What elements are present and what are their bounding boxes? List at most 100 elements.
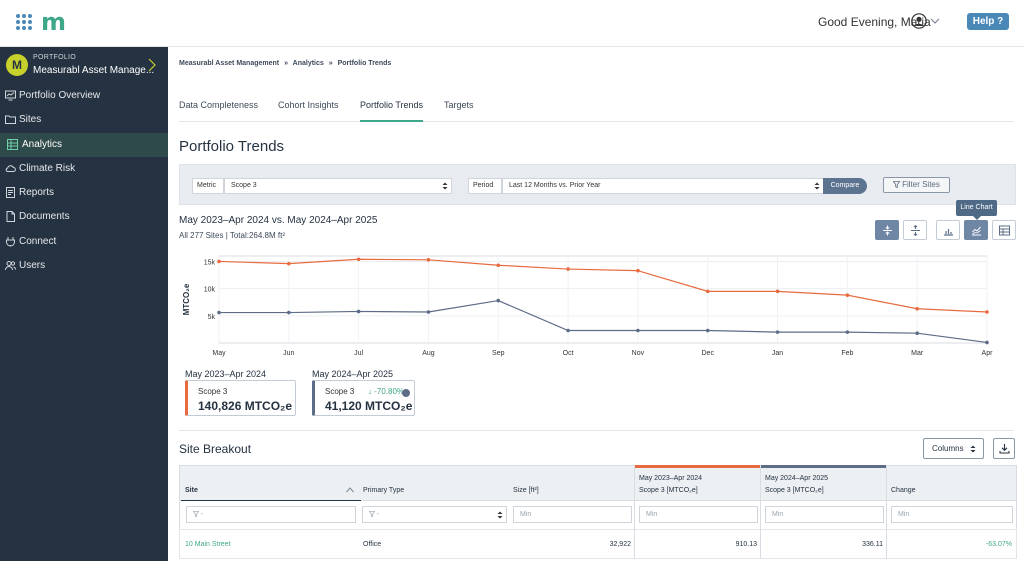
tab-cohort-insights[interactable]: Cohort Insights <box>278 100 339 110</box>
comparison-title: May 2023–Apr 2024 vs. May 2024–Apr 2025 <box>179 215 378 226</box>
columns-button[interactable]: Columns <box>923 438 984 459</box>
series-point-1 <box>915 331 919 336</box>
tab-data-completeness[interactable]: Data Completeness <box>179 100 259 110</box>
chevron-right-icon[interactable] <box>147 58 157 72</box>
expand-rows-button[interactable] <box>875 220 899 240</box>
sidebar-item-portfolio-overview[interactable]: Portfolio Overview <box>0 84 168 108</box>
document-icon <box>6 211 15 222</box>
series-point-1 <box>356 309 361 314</box>
columns-label: Columns <box>932 444 964 453</box>
sidebar-item-documents[interactable]: Documents <box>0 205 168 229</box>
column-header-site[interactable]: Site <box>185 487 198 494</box>
series-line-0 <box>218 258 988 313</box>
page-title: Portfolio Trends <box>179 138 285 155</box>
current-min-input[interactable]: Min <box>765 506 884 523</box>
series-point-0 <box>915 306 919 311</box>
legend-current-metric: Scope 3 <box>325 387 355 396</box>
sidebar-item-analytics[interactable]: Analytics <box>0 133 168 157</box>
series-point-0 <box>356 257 361 262</box>
legend-prior-period-card[interactable]: Scope 3 140,826 MTCO₂e <box>185 380 296 416</box>
portfolio-kicker: PORTFOLIO <box>33 54 77 61</box>
series-line-1 <box>219 299 988 344</box>
size-min-input[interactable]: Min <box>513 506 632 523</box>
series-point-0 <box>217 259 221 264</box>
portfolio-trends-line-chart: 5k 10k 15k May Jun Jul Aug Sep Oct Nov Dec Jan Feb Ma… <box>182 255 993 357</box>
sidebar: M PORTFOLIO Measurabl Asset Manage... Po… <box>0 47 168 561</box>
sidebar-item-label: Sites <box>19 114 42 125</box>
filter-icon <box>192 511 200 518</box>
series-point-0 <box>287 261 291 266</box>
column-header-primary-type[interactable]: Primary Type <box>363 487 405 494</box>
column-header-change[interactable]: Change <box>891 487 916 494</box>
breadcrumb-link-analytics[interactable]: Analytics <box>292 60 324 67</box>
analytics-tabs: Data Completeness Cohort Insights Portfo… <box>179 98 1014 122</box>
primary-type-cell: Office <box>363 541 382 548</box>
site-filter-placeholder: - <box>201 511 204 518</box>
line-chart-tooltip: Line Chart <box>956 200 997 220</box>
help-button[interactable]: Help ? <box>967 13 1009 30</box>
users-icon <box>5 261 16 271</box>
legend-current-period-card[interactable]: Scope 3 ↓ -70.80% 41,120 MTCO₂e <box>312 380 415 416</box>
filter-sites-label: Filter Sites <box>902 180 940 189</box>
series-point-1 <box>566 328 570 333</box>
column-divider <box>760 465 761 559</box>
series-point-1 <box>985 340 989 345</box>
column-header-prior-metric: Scope 3 [MTCO₂e] <box>639 487 698 494</box>
portfolio-switcher[interactable]: M PORTFOLIO Measurabl Asset Manage... <box>0 47 168 84</box>
main-content: Measurabl Asset Management » Analytics »… <box>168 47 1024 561</box>
line-chart-icon <box>972 226 981 236</box>
download-button[interactable] <box>993 438 1015 459</box>
app-logo[interactable]: m <box>41 8 66 36</box>
legend-current-total: 41,120 MTCO₂e <box>325 399 413 413</box>
series-point-1 <box>217 310 221 315</box>
site-filter-input[interactable]: - <box>186 506 356 523</box>
breadcrumb-link-portfolio[interactable]: Measurabl Asset Management <box>179 60 280 67</box>
table-row[interactable]: 10 Main Street Office 32,922 910.13 336.… <box>179 529 1017 559</box>
primary-type-filter-placeholder: - <box>377 511 380 518</box>
expand-vertical-icon <box>883 225 892 236</box>
primary-type-filter-select[interactable]: - <box>362 506 507 523</box>
compare-button[interactable]: Compare <box>823 178 867 194</box>
select-caret-icon <box>497 511 503 519</box>
monitor-icon <box>5 90 16 101</box>
legend-prior-metric: Scope 3 <box>198 387 228 396</box>
sidebar-item-users[interactable]: Users <box>0 254 168 278</box>
series-point-1 <box>496 298 501 303</box>
x-tick-label: Jun <box>283 350 294 357</box>
metric-select[interactable]: Scope 3 <box>224 178 452 194</box>
series-point-0 <box>496 263 501 268</box>
change-min-input[interactable]: Min <box>891 506 1013 523</box>
column-header-current-period[interactable]: May 2024–Apr 2025 <box>765 475 829 482</box>
column-header-size[interactable]: Size [ft²] <box>513 487 539 494</box>
sidebar-item-connect[interactable]: Connect <box>0 230 168 254</box>
column-header-prior-period[interactable]: May 2023–Apr 2024 <box>639 475 703 482</box>
site-breakout-title: Site Breakout <box>179 442 252 456</box>
table-view-button[interactable] <box>992 220 1016 240</box>
series-point-1 <box>705 328 710 333</box>
filter-sites-button[interactable]: Filter Sites <box>883 177 950 193</box>
app-launcher-icon[interactable] <box>16 14 32 30</box>
collapse-rows-button[interactable] <box>903 220 927 240</box>
comparison-subtitle: All 277 Sites | Total:264.8M ft² <box>179 231 285 240</box>
series-point-0 <box>845 293 850 297</box>
site-name-link[interactable]: 10 Main Street <box>185 541 231 548</box>
period-select[interactable]: Last 12 Months vs. Prior Year <box>502 178 824 194</box>
column-divider <box>886 465 887 559</box>
sidebar-item-climate-risk[interactable]: Climate Risk <box>0 157 168 181</box>
sort-ascending-icon[interactable] <box>346 487 354 493</box>
user-greeting[interactable]: Good Evening, Maria <box>818 15 931 29</box>
tab-portfolio-trends[interactable]: Portfolio Trends <box>360 100 424 122</box>
chevron-down-icon[interactable] <box>930 16 940 26</box>
sidebar-item-reports[interactable]: Reports <box>0 181 168 205</box>
cloud-icon <box>5 165 16 172</box>
sidebar-item-sites[interactable]: Sites <box>0 108 168 132</box>
period-label: Period <box>468 178 502 194</box>
legend-current-period-label: May 2024–Apr 2025 <box>312 369 394 379</box>
series-color-dot <box>402 389 410 397</box>
line-chart-view-button[interactable] <box>964 220 988 240</box>
bar-chart-view-button[interactable] <box>936 220 960 240</box>
tab-targets[interactable]: Targets <box>444 100 474 110</box>
user-avatar-icon[interactable] <box>911 13 927 29</box>
prior-min-input[interactable]: Min <box>639 506 758 523</box>
series-point-0 <box>426 258 431 262</box>
